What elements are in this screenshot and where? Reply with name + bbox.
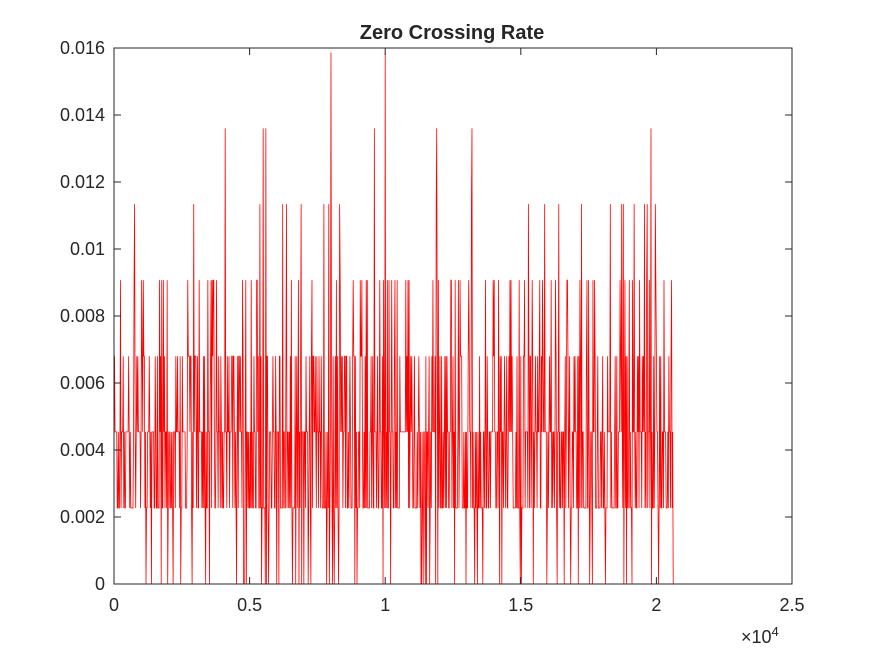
x-axis: 0 0.5 1 1.5 2 2.5: [109, 48, 805, 615]
x-axis-exponent-label: ×104: [741, 624, 779, 647]
y-tick-label: 0: [95, 574, 105, 594]
x-tick-label: 2: [651, 595, 661, 615]
y-tick-label: 0.006: [60, 373, 105, 393]
x-tick-label: 0.5: [237, 595, 262, 615]
y-tick-label: 0.004: [60, 440, 105, 460]
x-tick-label: 1: [380, 595, 390, 615]
y-tick-label: 0.014: [60, 105, 105, 125]
zcr-series-line: [113, 52, 689, 585]
y-axis: 0 0.002 0.004 0.006 0.008 0.01 0.012 0.014 0.016: [60, 38, 792, 594]
x-tick-label: 2.5: [779, 595, 804, 615]
y-tick-label: 0.016: [60, 38, 105, 58]
y-tick-label: 0.012: [60, 172, 105, 192]
y-tick-label: 0.008: [60, 306, 105, 326]
y-tick-label: 0.002: [60, 507, 105, 527]
plot-series-group: [113, 52, 689, 585]
x-tick-label: 0: [109, 595, 119, 615]
x-tick-label: 1.5: [508, 595, 533, 615]
y-tick-label: 0.01: [70, 239, 105, 259]
chart-title: Zero Crossing Rate: [360, 22, 544, 44]
